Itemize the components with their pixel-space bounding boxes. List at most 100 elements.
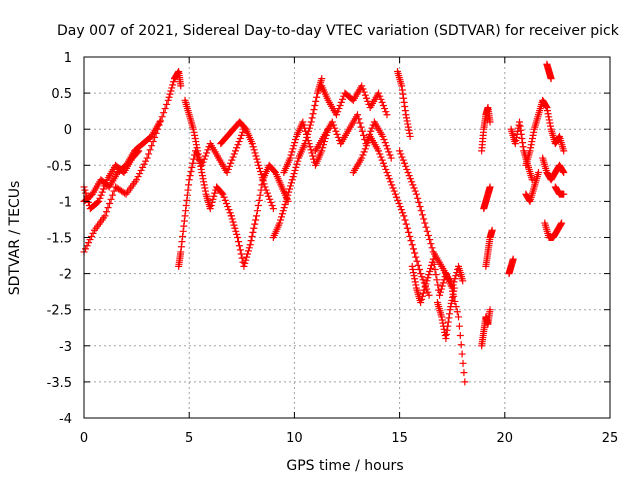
data-point bbox=[82, 245, 90, 253]
data-point bbox=[412, 253, 420, 261]
data-point bbox=[421, 283, 429, 291]
data-point bbox=[403, 165, 411, 173]
data-point bbox=[182, 202, 190, 210]
data-point bbox=[161, 105, 169, 113]
data-point bbox=[134, 148, 142, 156]
data-point bbox=[417, 207, 425, 215]
data-point bbox=[381, 162, 389, 170]
data-point bbox=[338, 95, 346, 103]
data-point bbox=[415, 265, 423, 273]
data-point bbox=[360, 88, 368, 96]
data-point bbox=[292, 163, 300, 171]
data-point bbox=[447, 300, 455, 308]
series-arc-27 bbox=[539, 154, 568, 184]
data-point bbox=[414, 194, 422, 202]
y-tick-label: 0 bbox=[64, 123, 72, 138]
data-point bbox=[223, 169, 231, 177]
data-point bbox=[253, 212, 261, 220]
data-point bbox=[516, 118, 524, 126]
data-point bbox=[530, 128, 538, 136]
data-point bbox=[188, 163, 196, 171]
data-point bbox=[101, 182, 109, 190]
series-arc-10 bbox=[318, 82, 391, 119]
data-point bbox=[209, 195, 217, 203]
grid-lines bbox=[84, 57, 610, 418]
data-point bbox=[235, 138, 243, 146]
data-point bbox=[255, 161, 263, 169]
data-point bbox=[291, 139, 299, 147]
data-point bbox=[238, 254, 246, 262]
data-point bbox=[121, 189, 129, 197]
data-point bbox=[244, 250, 252, 258]
data-point bbox=[399, 90, 407, 98]
data-point bbox=[545, 116, 553, 124]
data-point bbox=[195, 156, 203, 164]
data-point bbox=[375, 89, 383, 97]
data-point bbox=[211, 189, 219, 197]
data-point bbox=[243, 253, 251, 261]
data-point bbox=[430, 260, 438, 268]
data-point bbox=[227, 212, 235, 220]
data-point bbox=[185, 176, 193, 184]
series-arc-1 bbox=[80, 67, 185, 256]
x-tick-label: 20 bbox=[497, 431, 514, 446]
data-point bbox=[518, 134, 526, 142]
data-point bbox=[192, 138, 200, 146]
data-point bbox=[526, 147, 534, 155]
data-point bbox=[386, 151, 394, 159]
data-point bbox=[200, 178, 208, 186]
data-point bbox=[445, 310, 453, 318]
data-point bbox=[423, 277, 431, 285]
data-point bbox=[337, 98, 345, 106]
data-point bbox=[450, 284, 458, 292]
data-point bbox=[422, 280, 430, 288]
data-point bbox=[244, 247, 252, 255]
data-point bbox=[415, 198, 423, 206]
data-point bbox=[457, 341, 465, 349]
data-point bbox=[439, 279, 447, 287]
data-point bbox=[519, 143, 527, 151]
data-point bbox=[187, 167, 195, 175]
data-point bbox=[355, 115, 363, 123]
data-point bbox=[425, 271, 433, 279]
data-point bbox=[248, 140, 256, 148]
data-point bbox=[110, 187, 118, 195]
data-point bbox=[231, 147, 239, 155]
data-point bbox=[453, 308, 461, 316]
data-point bbox=[359, 151, 367, 159]
data-point bbox=[458, 350, 466, 358]
data-point bbox=[488, 226, 496, 234]
data-point bbox=[409, 269, 417, 277]
data-point bbox=[249, 228, 257, 236]
data-point bbox=[456, 331, 464, 339]
data-point bbox=[363, 94, 371, 102]
data-point bbox=[224, 203, 232, 211]
data-point bbox=[309, 152, 317, 160]
data-point bbox=[380, 136, 388, 144]
data-point bbox=[448, 296, 456, 304]
data-point bbox=[400, 98, 408, 106]
data-point bbox=[95, 197, 103, 205]
data-point bbox=[383, 111, 391, 119]
data-point bbox=[189, 159, 197, 167]
data-point bbox=[516, 122, 524, 130]
data-point bbox=[333, 130, 341, 138]
data-point bbox=[286, 182, 294, 190]
data-point bbox=[331, 124, 339, 132]
data-point bbox=[400, 159, 408, 167]
y-tick-label: -2.5 bbox=[47, 304, 72, 319]
data-point bbox=[405, 126, 413, 134]
data-point bbox=[394, 196, 402, 204]
data-point bbox=[461, 378, 469, 386]
data-point bbox=[186, 172, 194, 180]
data-point bbox=[419, 276, 427, 284]
series-arc-12 bbox=[349, 132, 433, 299]
data-point bbox=[164, 96, 172, 104]
data-point bbox=[444, 322, 452, 330]
x-tick-label: 5 bbox=[185, 431, 193, 446]
data-point bbox=[200, 181, 208, 189]
data-point bbox=[160, 109, 168, 117]
data-point bbox=[174, 68, 182, 76]
data-point bbox=[543, 107, 551, 115]
series-arc-18 bbox=[478, 306, 494, 350]
